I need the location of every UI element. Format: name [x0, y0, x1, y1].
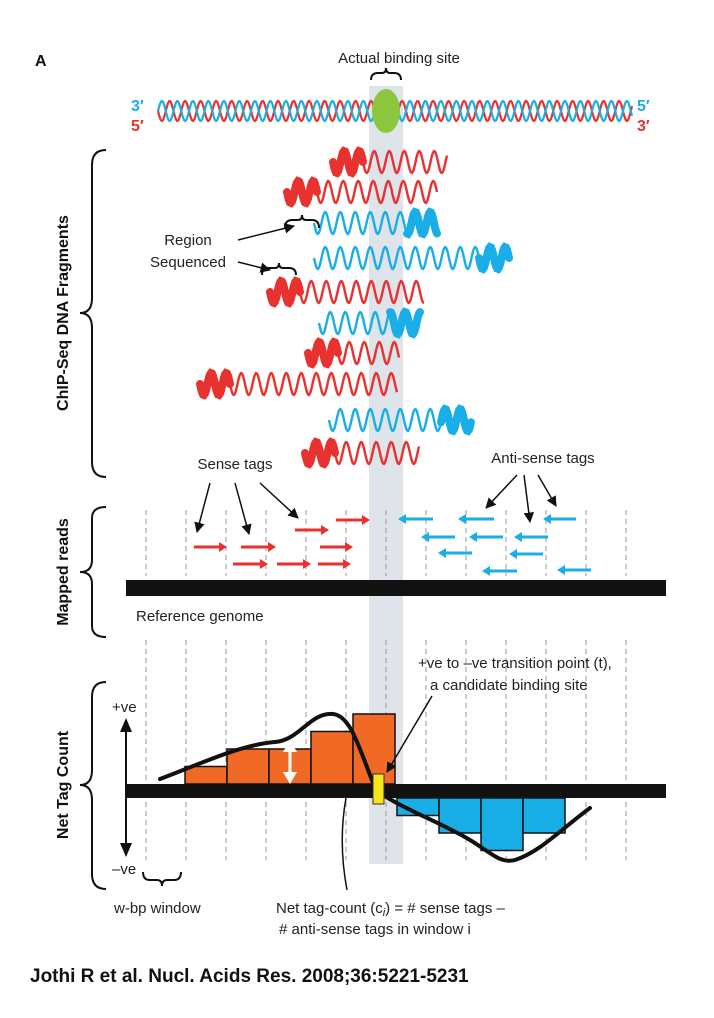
- transition-label-line2: a candidate binding site: [430, 677, 588, 694]
- binding-site-label: Actual binding site: [338, 50, 460, 67]
- citation: Jothi R et al. Nucl. Acids Res. 2008;36:…: [30, 966, 469, 987]
- net-count-pointer: [341, 797, 348, 891]
- tag-pointer-arrows: [194, 474, 557, 536]
- sense-read-1-head: [219, 542, 227, 552]
- antisense-pointer-2: [523, 474, 535, 524]
- region-label-line2: Sequenced: [150, 254, 226, 271]
- fragment-sequenced-end-2: [283, 176, 321, 208]
- binding-protein: [372, 89, 400, 133]
- sense-tags-label: Sense tags: [197, 456, 272, 473]
- region-brace-1: [284, 214, 320, 229]
- antisense-read-5-head: [469, 532, 477, 542]
- fragment-sequenced-end-7: [304, 337, 342, 369]
- strand-label-bottom-right: 3′: [637, 118, 650, 135]
- negative-bar-3: [480, 797, 524, 852]
- sense-read-2-head: [268, 542, 276, 552]
- net-tag-count-section-title: Net Tag Count: [55, 730, 72, 839]
- sense-pointer-3: [259, 482, 299, 519]
- fragment-sequenced-end-5: [266, 276, 304, 308]
- positive-bar-4: [310, 730, 354, 785]
- fragment-sequenced-end-8: [196, 368, 234, 400]
- transition-point-marker: [372, 773, 385, 805]
- negative-bar-4: [522, 797, 566, 834]
- antisense-pointer-1: [485, 474, 518, 509]
- antisense-read-9-head: [482, 566, 490, 576]
- panel-label: A: [35, 53, 47, 70]
- antisense-tags-label: Anti-sense tags: [491, 450, 594, 467]
- y-axis-up-head: [120, 718, 132, 732]
- count-double-arrow-head-up: [283, 740, 297, 752]
- fragment-sequenced-end-10: [301, 437, 339, 469]
- transition-label-line1: +ve to –ve transition point (t),: [418, 655, 612, 672]
- antisense-read-8-head: [509, 549, 517, 559]
- strand-label-top-right: 5′: [637, 98, 650, 115]
- mapped-reads-section-title: Mapped reads: [55, 518, 72, 626]
- reference-genome-bar: [126, 580, 666, 596]
- sense-pointer-2: [234, 482, 252, 536]
- strand-label-top-left: 3′: [131, 98, 144, 115]
- dna-fragments: [196, 146, 513, 469]
- net-tag-count-brace: [79, 681, 107, 890]
- fragment-8: [198, 371, 399, 397]
- antisense-read-2-head: [458, 514, 466, 524]
- sense-pointer-1: [194, 482, 211, 534]
- window-brace: [142, 871, 182, 887]
- sense-read-5-head: [345, 542, 353, 552]
- binding-site-brace: [370, 67, 402, 81]
- region-label-line1: Region: [164, 232, 212, 249]
- antisense-read-1-head: [398, 514, 406, 524]
- fragments-brace: [79, 149, 107, 478]
- antisense-read-10-head: [557, 565, 565, 575]
- fragment-4: [312, 245, 511, 271]
- net-count-definition-line2: # anti-sense tags in window i: [279, 921, 471, 938]
- region-arrow-2: [237, 261, 272, 273]
- sense-read-3-head: [321, 525, 329, 535]
- antisense-pointer-3: [537, 474, 557, 507]
- fragment-sequenced-end-3: [403, 207, 441, 239]
- net-tag-count-bars: [184, 713, 566, 852]
- net-count-definition-line1: Net tag-count (ci) = # sense tags –: [276, 900, 505, 919]
- mapped-reads-brace: [79, 506, 107, 638]
- y-axis-down-head: [120, 843, 132, 857]
- net-count-baseline: [126, 784, 666, 798]
- strand-label-bottom-left: 5′: [131, 118, 144, 135]
- antisense-read-3-head: [543, 514, 551, 524]
- reference-genome-label: Reference genome: [136, 608, 264, 625]
- transition-pointer: [386, 695, 433, 773]
- fragment-sequenced-end-9: [437, 404, 475, 436]
- count-double-arrow-head-down: [283, 772, 297, 784]
- sense-read-4-head: [362, 515, 370, 525]
- positive-bar-2: [226, 748, 270, 785]
- antisense-read-7-head: [438, 548, 446, 558]
- sense-read-8-head: [343, 559, 351, 569]
- mapped-reads: [194, 514, 591, 576]
- sense-read-6-head: [260, 559, 268, 569]
- window-label: w-bp window: [113, 900, 201, 917]
- region-arrow-1: [237, 223, 296, 241]
- minus-ve-label: –ve: [112, 861, 136, 878]
- antisense-read-4-head: [421, 532, 429, 542]
- sense-read-7-head: [303, 559, 311, 569]
- fragment-sequenced-end-4: [475, 242, 513, 274]
- fragments-section-title: ChIP-Seq DNA Fragments: [55, 215, 72, 411]
- antisense-read-6-head: [514, 532, 522, 542]
- fragment-sequenced-end-1: [329, 146, 367, 178]
- positive-bar-1: [184, 765, 228, 785]
- plus-ve-label: +ve: [112, 699, 137, 716]
- fragment-sequenced-end-6: [386, 307, 424, 339]
